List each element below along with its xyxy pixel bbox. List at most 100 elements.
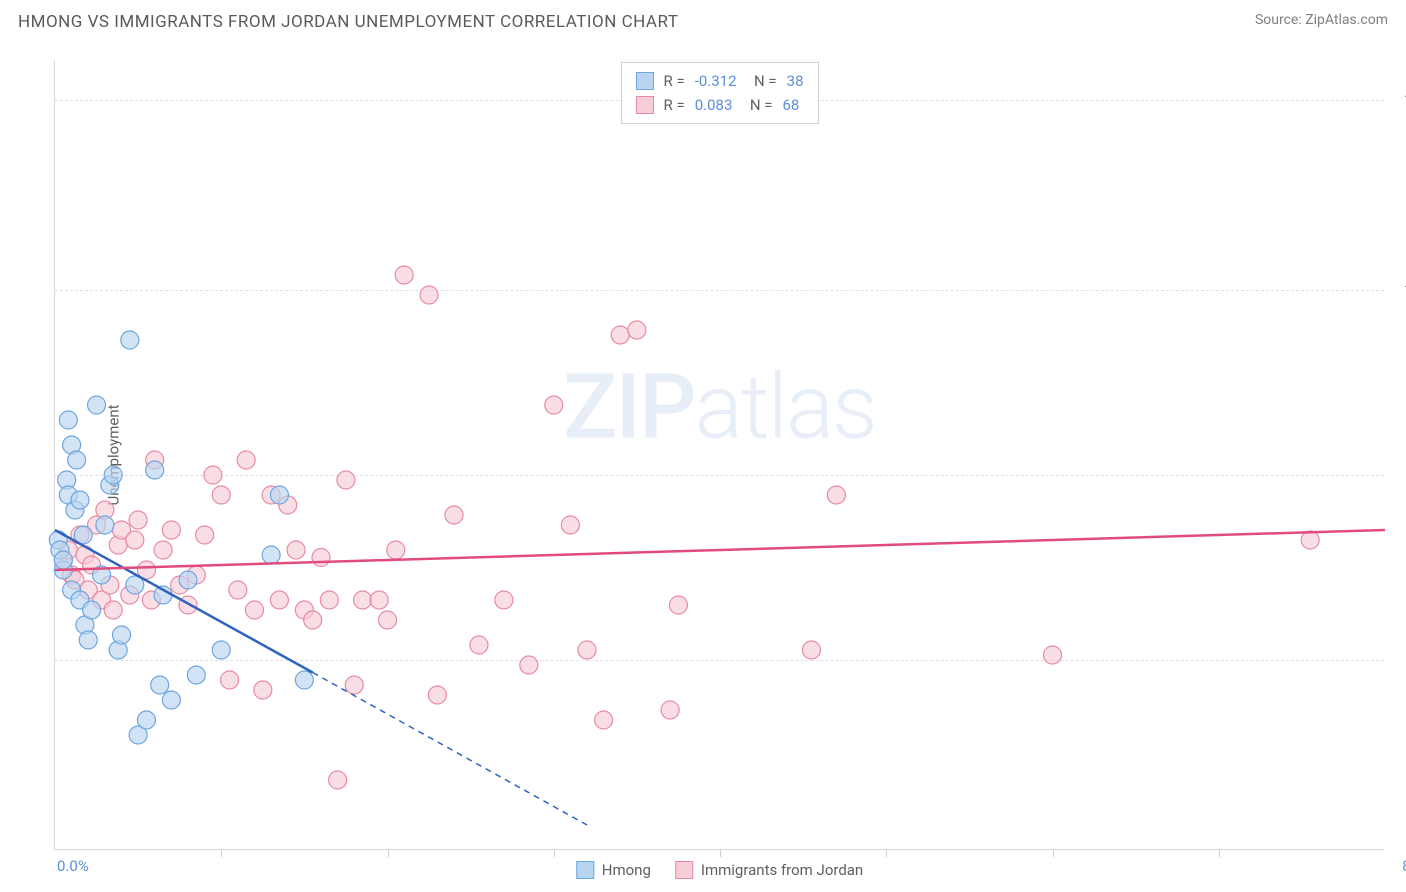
x-tick [1053, 849, 1054, 857]
source-label: Source: ZipAtlas.com [1255, 12, 1388, 28]
scatter-svg [55, 60, 1384, 849]
stat-n-label: N = [747, 69, 777, 93]
data-point [146, 461, 164, 479]
x-axis-max-label: 8.0% [1402, 857, 1406, 875]
data-point [345, 676, 363, 694]
data-point [420, 286, 438, 304]
legend-label: Hmong [602, 861, 651, 879]
data-point [287, 541, 305, 559]
data-point [545, 396, 563, 414]
data-point [445, 506, 463, 524]
data-point [379, 611, 397, 629]
data-point [137, 711, 155, 729]
stat-r-label: R = [663, 69, 684, 93]
data-point [129, 511, 147, 529]
data-point [237, 451, 255, 469]
data-point [154, 541, 172, 559]
x-tick [886, 849, 887, 857]
data-point [595, 711, 613, 729]
legend-swatch [675, 861, 693, 879]
stat-n-label: N = [742, 93, 772, 117]
stats-legend-row: R = 0.083 N = 68 [635, 93, 803, 117]
data-point [246, 601, 264, 619]
data-point [187, 666, 205, 684]
data-point [79, 631, 97, 649]
data-point [669, 596, 687, 614]
data-point [151, 676, 169, 694]
stats-legend-box: R = -0.312 N = 38R = 0.083 N = 68 [620, 62, 818, 124]
data-point [270, 591, 288, 609]
data-point [611, 326, 629, 344]
data-point [262, 546, 280, 564]
data-point [578, 641, 596, 659]
data-point [54, 551, 72, 569]
stat-r-label: R = [663, 93, 684, 117]
data-point [370, 591, 388, 609]
data-point [229, 581, 247, 599]
data-point [71, 491, 89, 509]
data-point [68, 451, 86, 469]
x-tick [221, 849, 222, 857]
data-point [204, 466, 222, 484]
data-point [520, 656, 538, 674]
stat-n-value: 38 [787, 69, 804, 93]
data-point [104, 601, 122, 619]
stats-legend-row: R = -0.312 N = 38 [635, 69, 803, 93]
data-point [221, 671, 239, 689]
data-point [113, 626, 131, 644]
data-point [83, 601, 101, 619]
data-point [561, 516, 579, 534]
stat-r-value: 0.083 [695, 93, 733, 117]
stat-r-value: -0.312 [695, 69, 737, 93]
chart-plot-area: Unemployment ZIPatlas 3.8%7.5%11.2%15.0%… [54, 60, 1384, 850]
data-point [59, 411, 77, 429]
legend-swatch [635, 72, 653, 90]
data-point [212, 641, 230, 659]
data-point [827, 486, 845, 504]
x-tick [1219, 849, 1220, 857]
trend-line-extrapolated [313, 673, 587, 826]
data-point [126, 531, 144, 549]
data-point [329, 771, 347, 789]
data-point [295, 671, 313, 689]
data-point [88, 396, 106, 414]
trend-line [55, 530, 1385, 570]
page-title: HMONG VS IMMIGRANTS FROM JORDAN UNEMPLOY… [18, 12, 678, 32]
data-point [1301, 531, 1319, 549]
data-point [254, 681, 272, 699]
data-point [395, 266, 413, 284]
data-point [428, 686, 446, 704]
data-point [387, 541, 405, 559]
data-point [320, 591, 338, 609]
data-point [162, 521, 180, 539]
data-point [628, 321, 646, 339]
data-point [179, 571, 197, 589]
y-tick-label: 15.0% [1389, 91, 1406, 109]
data-point [96, 516, 114, 534]
data-point [495, 591, 513, 609]
stat-n-value: 68 [782, 93, 799, 117]
x-tick [554, 849, 555, 857]
legend-item: Immigrants from Jordan [675, 861, 863, 879]
legend-label: Immigrants from Jordan [701, 861, 863, 879]
legend-swatch [635, 96, 653, 114]
data-point [802, 641, 820, 659]
y-tick-label: 3.8% [1389, 651, 1406, 669]
data-point [196, 526, 214, 544]
x-tick [720, 849, 721, 857]
y-tick-label: 11.2% [1389, 281, 1406, 299]
data-point [470, 636, 488, 654]
y-tick-label: 7.5% [1389, 466, 1406, 484]
data-point [304, 611, 322, 629]
data-point [312, 549, 330, 567]
data-point [661, 701, 679, 719]
data-point [1044, 646, 1062, 664]
data-point [162, 691, 180, 709]
x-tick [388, 849, 389, 857]
x-axis-min-label: 0.0% [57, 857, 89, 875]
series-legend: Hmong Immigrants from Jordan [576, 861, 863, 879]
data-point [337, 471, 355, 489]
data-point [212, 486, 230, 504]
legend-item: Hmong [576, 861, 651, 879]
data-point [270, 486, 288, 504]
